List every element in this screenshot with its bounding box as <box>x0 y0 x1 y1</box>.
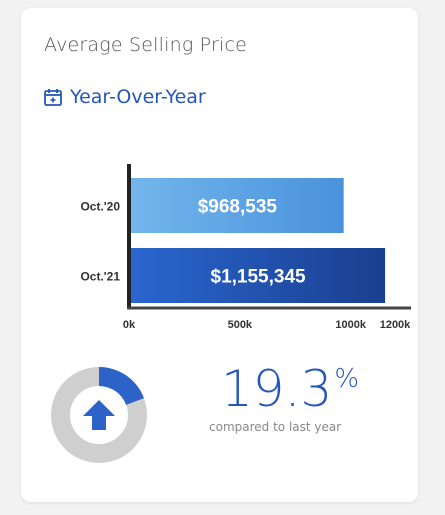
period-label: Year-Over-Year <box>43 86 206 108</box>
donut-segment <box>99 367 144 405</box>
change-value: 19.3 <box>221 360 333 418</box>
bar-data-label: $1,155,345 <box>211 267 307 288</box>
calendar-plus-icon <box>44 89 62 106</box>
change-unit: % <box>334 364 360 394</box>
bar-oct-20 <box>131 178 344 233</box>
x-tick-label: 1000k <box>335 319 366 331</box>
x-tick-label: 1200k <box>380 319 411 331</box>
change-caption: compared to last year <box>209 420 342 434</box>
category-label: Oct.'20 <box>80 200 120 214</box>
x-tick-label: 0k <box>123 319 136 331</box>
card-title: Average Selling Price <box>44 34 248 56</box>
arrow-up-icon <box>83 400 115 430</box>
period-text: Year-Over-Year <box>70 86 206 108</box>
x-tick-label: 500k <box>228 319 253 331</box>
bar-oct-21 <box>131 248 386 303</box>
average-selling-price-card: Average Selling Price Year-Over-Year $96… <box>21 8 418 502</box>
change-percent: 19.3% <box>221 364 359 414</box>
change-donut <box>51 367 147 463</box>
category-label: Oct.'21 <box>80 270 120 284</box>
bar-chart: $968,535 Oct.'20 $1,155,345 Oct.'21 0k 500k 10… <box>80 164 411 331</box>
bar-data-label: $968,535 <box>198 197 278 218</box>
